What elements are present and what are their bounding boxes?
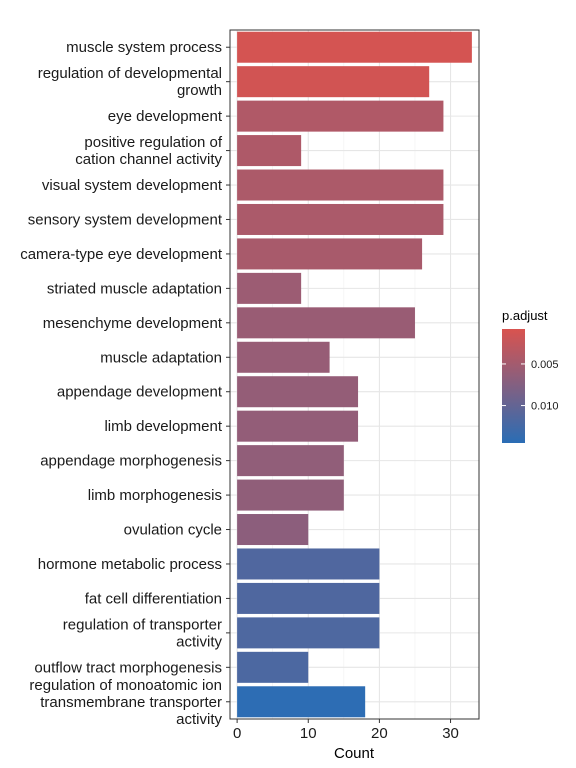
bar (237, 238, 423, 270)
x-tick-label: 30 (442, 725, 459, 742)
bar (237, 100, 444, 132)
category-label: muscle system process (66, 39, 222, 56)
x-tick-label: 10 (300, 725, 317, 742)
category-label-line: positive regulation of (84, 134, 222, 151)
x-tick-label: 20 (371, 725, 388, 742)
bar (237, 272, 302, 304)
category-label-line: muscle system process (66, 39, 222, 56)
category-label-line: camera-type eye development (20, 246, 223, 263)
legend-tick-label: 0.010 (531, 401, 559, 413)
category-label: limb morphogenesis (88, 487, 222, 504)
bar (237, 31, 472, 63)
category-label: camera-type eye development (20, 246, 223, 263)
x-axis-ticks: 0 10 20 30 (233, 719, 459, 742)
category-label-line: striated muscle adaptation (47, 280, 222, 297)
category-label-line: outflow tract morphogenesis (34, 659, 222, 676)
x-tick-label: 0 (233, 725, 241, 742)
legend-ticks: 0.005 0.010 (502, 359, 559, 413)
bar (237, 341, 330, 373)
category-label-line: eye development (108, 108, 223, 125)
category-label-line: hormone metabolic process (38, 556, 222, 573)
category-label-line: muscle adaptation (100, 349, 222, 366)
category-label-line: activity (176, 711, 222, 728)
bar (237, 686, 366, 718)
category-label-line: regulation of transporter (63, 616, 222, 633)
category-label: regulation of developmental growth (38, 65, 222, 99)
category-label-line: appendage development (57, 384, 223, 401)
legend-title: p.adjust (502, 308, 548, 323)
bar (237, 548, 380, 580)
category-label-line: transmembrane transporter (40, 694, 222, 711)
category-label-line: appendage morphogenesis (40, 453, 222, 470)
category-label-line: cation channel activity (75, 151, 222, 168)
category-label: appendage morphogenesis (40, 453, 222, 470)
category-label-line: mesenchyme development (43, 315, 223, 332)
category-label-line: regulation of developmental (38, 65, 222, 82)
bar (237, 651, 309, 683)
bar (237, 203, 444, 235)
category-label-line: growth (177, 82, 222, 99)
legend-tick-label: 0.005 (531, 359, 559, 371)
bar (237, 66, 430, 98)
x-axis-title: Count (334, 745, 375, 762)
legend-colorbar (502, 329, 525, 443)
category-label-line: regulation of monoatomic ion (29, 677, 222, 694)
category-label: striated muscle adaptation (47, 280, 222, 297)
category-label-line: visual system development (42, 177, 223, 194)
bar (237, 479, 344, 511)
category-label: appendage development (57, 384, 223, 401)
legend: p.adjust 0.005 0.010 (502, 308, 559, 443)
category-label: ovulation cycle (124, 522, 222, 539)
category-label: fat cell differentiation (85, 590, 222, 607)
category-label: regulation of transporter activity (63, 616, 223, 650)
category-label: sensory system development (28, 211, 223, 228)
category-label: regulation of monoatomic ion transmembran… (29, 677, 222, 728)
bar (237, 514, 309, 546)
panel-border (229, 29, 480, 720)
category-label-line: fat cell differentiation (85, 590, 222, 607)
category-label: hormone metabolic process (38, 556, 222, 573)
category-label-line: limb development (104, 418, 222, 435)
category-label-line: activity (176, 633, 222, 650)
bar (237, 445, 344, 477)
bars (237, 31, 472, 718)
bar (237, 376, 359, 408)
category-label: positive regulation of cation channel act… (75, 134, 223, 168)
category-label: limb development (104, 418, 222, 435)
bar (237, 169, 444, 201)
bar (237, 307, 415, 339)
bar (237, 582, 380, 614)
category-label-line: sensory system development (28, 211, 223, 228)
bar (237, 135, 302, 167)
category-label: muscle adaptation (100, 349, 222, 366)
bar (237, 410, 359, 442)
category-label: mesenchyme development (43, 315, 223, 332)
bar (237, 617, 380, 649)
panel-background (230, 30, 479, 719)
category-label: outflow tract morphogenesis (34, 659, 222, 676)
category-labels: muscle system process regulation of devel… (20, 39, 230, 728)
category-label: visual system development (42, 177, 223, 194)
category-label-line: ovulation cycle (124, 522, 222, 539)
category-label-line: limb morphogenesis (88, 487, 222, 504)
category-label: eye development (108, 108, 223, 125)
